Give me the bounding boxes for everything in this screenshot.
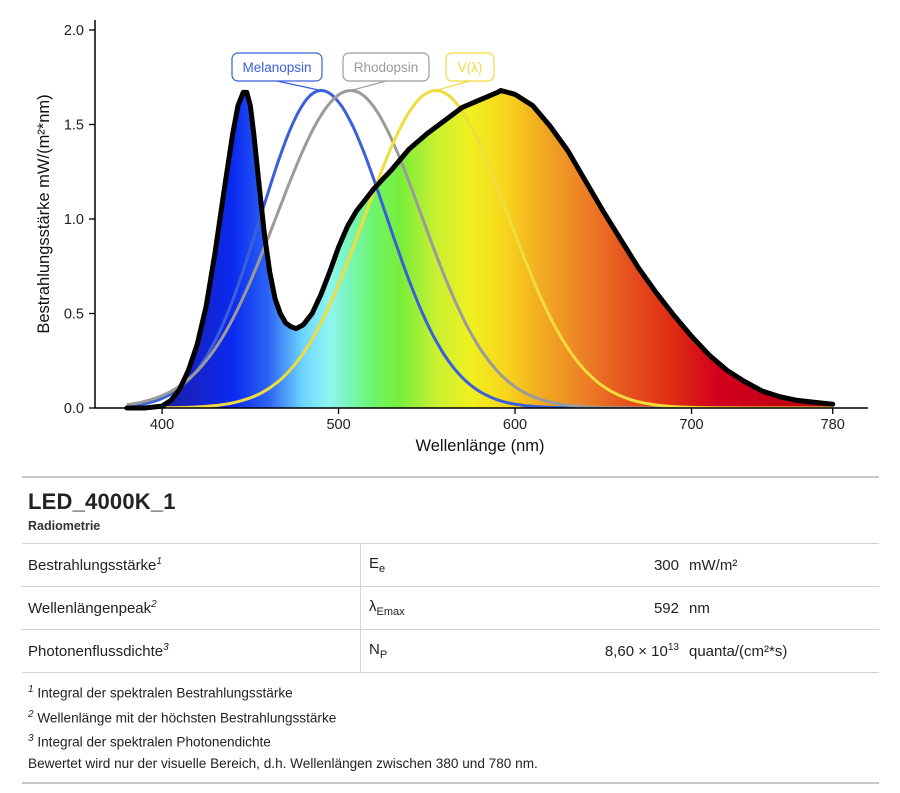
footnote-remark: Bewertet wird nur der visuelle Bereich, …: [28, 755, 538, 771]
spectrum-fill: [126, 90, 833, 408]
curve-melanopsin: [126, 88, 833, 408]
legend-v: V(λ): [435, 52, 495, 92]
y-tick-label: 1.5: [64, 118, 84, 134]
table-top-rule: [22, 543, 879, 544]
row-value: 8,60 × 1013: [505, 629, 679, 673]
footnotes: 1 Integral der spektralen Bestrahlungsst…: [22, 673, 879, 782]
x-tick-label: 500: [326, 417, 350, 433]
y-tick-label: 0.5: [64, 307, 84, 323]
svg-text:Melanopsin: Melanopsin: [242, 60, 311, 75]
table-row: Bestrahlungsstärke1 Ee 300 mW/m²: [22, 544, 879, 587]
x-tick-label: 400: [150, 417, 174, 433]
y-tick-label: 1.0: [64, 212, 84, 228]
spectrum-line: [124, 88, 836, 411]
panel-subtitle: Radiometrie: [28, 519, 101, 533]
row-unit: quanta/(cm²*s): [679, 629, 879, 673]
row-label: Photonenflussdichte3: [22, 629, 361, 673]
panel-title: LED_4000K_1: [28, 489, 176, 514]
curve-rhodopsin: [126, 89, 833, 408]
radiometry-panel: LED_4000K_1 Radiometrie Bestrahlungsstär…: [22, 476, 879, 784]
panel-bottom-rule: [22, 781, 879, 784]
x-tick-label: 700: [679, 417, 703, 433]
radiometry-table: Bestrahlungsstärke1 Ee 300 mW/m² Wellenlänge…: [22, 544, 879, 673]
table-row: Wellenlängenpeak2 λEmax 592 nm: [22, 586, 879, 630]
svg-text:V(λ): V(λ): [458, 60, 483, 75]
y-tick-label: 2.0: [64, 23, 84, 39]
row-symbol: NP: [360, 629, 505, 673]
panel-top-rule: [22, 476, 879, 478]
row-value: 592: [505, 586, 679, 630]
y-tick-label: 0.0: [64, 401, 84, 417]
spectrum-chart: 0.0 0.5 1.0 1.5 2.0 400 500 600 700 780 Melanops…: [35, 20, 868, 455]
footnote-item: 1 Integral der spektralen Bestrahlungsst…: [28, 684, 293, 701]
row-unit: mW/m²: [679, 544, 879, 587]
y-axis-label: Bestrahlungsstärke mW/(m²*nm): [35, 94, 53, 333]
row-value: 300: [505, 544, 679, 587]
row-label: Wellenlängenpeak2: [22, 586, 361, 630]
svg-text:Rhodopsin: Rhodopsin: [354, 60, 419, 75]
row-label: Bestrahlungsstärke1: [22, 544, 361, 587]
legend-melanopsin: Melanopsin: [231, 52, 323, 92]
x-tick-label: 600: [503, 417, 527, 433]
legend-rhodopsin: Rhodopsin: [342, 52, 430, 92]
x-tick-label: 780: [821, 417, 845, 433]
row-symbol: Ee: [360, 544, 505, 587]
row-unit: nm: [679, 586, 879, 630]
footnote-item: 2 Wellenlänge mit der höchsten Bestrahlu…: [28, 708, 337, 726]
x-axis-label: Wellenlänge (nm): [415, 437, 544, 455]
row-symbol: λEmax: [360, 586, 505, 630]
footnote-item: 3 Integral der spektralen Photonendichte: [28, 733, 271, 750]
table-row: Photonenflussdichte3 NP 8,60 × 1013 quanta/…: [22, 629, 879, 673]
